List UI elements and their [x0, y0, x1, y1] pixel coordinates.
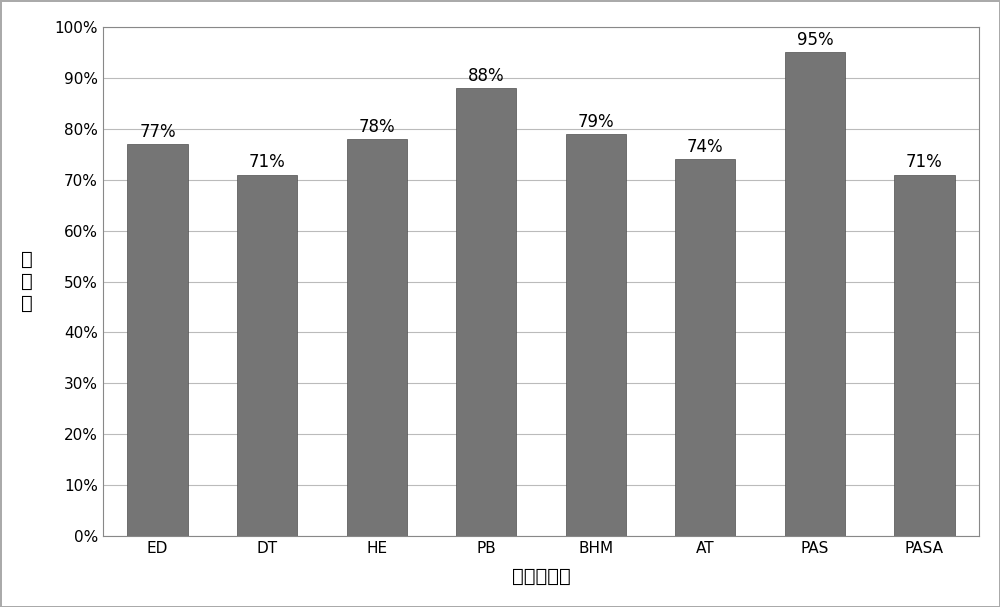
Bar: [785, 52, 845, 536]
Text: 71%: 71%: [249, 154, 286, 172]
Bar: [127, 144, 188, 536]
Bar: [894, 175, 955, 536]
Bar: [237, 175, 297, 536]
Text: 71%: 71%: [906, 154, 943, 172]
Text: 77%: 77%: [139, 123, 176, 141]
X-axis label: 阻垄剂类型: 阻垄剂类型: [512, 567, 570, 586]
Text: 79%: 79%: [577, 113, 614, 131]
Bar: [566, 134, 626, 536]
Bar: [675, 159, 735, 536]
Text: 95%: 95%: [797, 31, 833, 49]
Y-axis label: 阻
垄
率: 阻 垄 率: [21, 250, 33, 313]
Text: 74%: 74%: [687, 138, 724, 156]
Bar: [456, 88, 516, 536]
Text: 78%: 78%: [358, 118, 395, 136]
Text: 88%: 88%: [468, 67, 505, 85]
Bar: [347, 139, 407, 536]
